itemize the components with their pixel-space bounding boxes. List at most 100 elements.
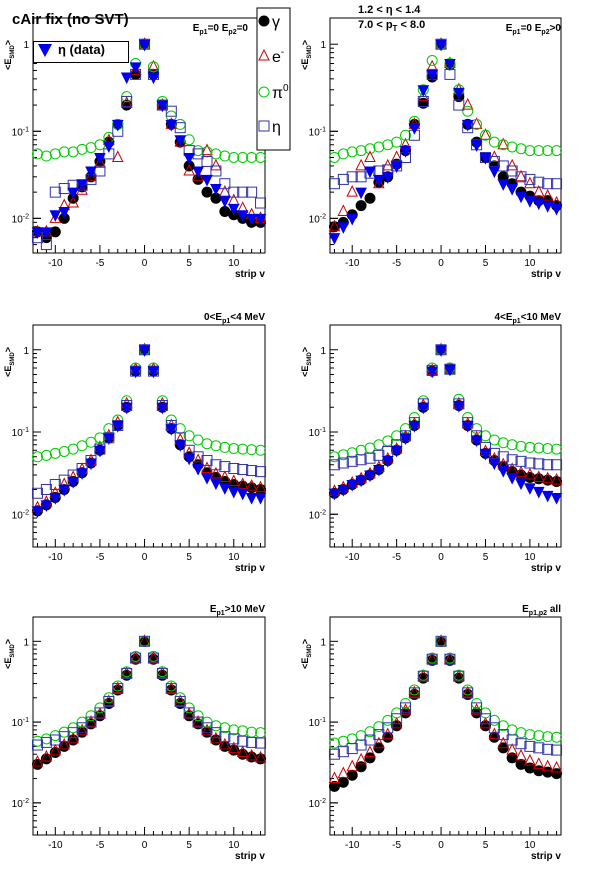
data-point <box>541 759 554 772</box>
data-point <box>390 445 403 458</box>
data-point <box>471 423 483 435</box>
panel-top-left: -10 -5 0 5 10 1 10-1 10-2 strip v <ESMD> Ep1=0 Ep2… <box>3 17 267 280</box>
data-point <box>219 731 231 743</box>
data-point <box>129 366 142 379</box>
data-point <box>147 72 160 85</box>
data-point <box>408 123 421 135</box>
data-point <box>533 145 545 157</box>
data-point <box>524 753 536 766</box>
data-point <box>120 96 133 108</box>
data-point <box>76 179 88 191</box>
data-point <box>390 716 403 729</box>
legend-label: π0 <box>272 83 289 102</box>
data-point <box>328 488 341 501</box>
data-point <box>444 59 456 71</box>
panel-bottom-right: -10 -5 0 5 10 1 10-1 10-2 strip v <ESMD> Ep1,p2 al… <box>300 604 563 862</box>
series-η (data) <box>328 345 563 505</box>
data-point <box>488 166 501 179</box>
data-point <box>201 174 213 187</box>
data-point <box>541 471 554 484</box>
data-point <box>255 737 267 749</box>
data-point <box>49 186 61 198</box>
data-point <box>364 452 376 464</box>
x-tick-label: 10 <box>228 840 240 851</box>
y-axis-label: <ESMD> <box>3 40 16 70</box>
data-point <box>138 39 151 52</box>
x-tick-label: -5 <box>95 840 104 851</box>
data-point <box>346 769 358 781</box>
data-point <box>138 345 151 357</box>
data-point <box>551 731 563 743</box>
data-legend-marker <box>38 44 52 57</box>
data-point <box>254 480 267 493</box>
x-tick-label: 10 <box>228 258 240 269</box>
data-point <box>85 166 97 179</box>
x-tick-label: 5 <box>186 840 192 851</box>
y-tick-label: 1 <box>320 40 326 51</box>
data-point <box>201 186 213 198</box>
data-point <box>246 465 258 477</box>
y-tick-label: 10-1 <box>309 427 326 439</box>
data-point <box>156 402 169 415</box>
data-point <box>506 158 518 171</box>
data-legend-label: η (data) <box>58 42 105 57</box>
data-point <box>210 459 222 471</box>
data-point <box>67 195 79 208</box>
data-point <box>174 122 186 134</box>
data-point <box>103 695 115 707</box>
data-point <box>382 722 394 734</box>
y-tick-label: 1 <box>320 346 326 357</box>
data-point <box>183 453 195 466</box>
pt-range-prefix: 7.0 < p <box>358 19 393 31</box>
x-tick-label: 10 <box>228 552 240 563</box>
data-point <box>147 61 159 73</box>
data-point <box>471 702 483 714</box>
data-point <box>515 738 527 750</box>
data-point <box>58 206 71 219</box>
data-point <box>551 768 563 780</box>
x-tick-label: -5 <box>95 552 104 563</box>
data-point <box>391 713 403 725</box>
data-point <box>542 731 554 743</box>
data-point <box>156 667 168 679</box>
data-point <box>381 456 394 468</box>
data-point <box>479 128 492 140</box>
data-point <box>435 39 447 52</box>
data-point <box>524 483 536 495</box>
data-point <box>417 85 430 97</box>
data-point <box>515 143 527 155</box>
data-point <box>444 68 456 80</box>
data-point <box>58 445 70 457</box>
data-point <box>551 443 563 455</box>
data-point <box>49 447 61 459</box>
data-point <box>227 486 240 499</box>
y-tick-label: 1 <box>320 637 326 648</box>
data-point <box>67 477 79 489</box>
data-point <box>532 486 545 499</box>
pt-range-sub: T <box>392 24 398 34</box>
data-point <box>541 189 554 201</box>
y-axis-label: <ESMD> <box>300 40 313 70</box>
data-point <box>506 734 518 746</box>
data-point <box>245 213 258 226</box>
data-point <box>139 635 151 647</box>
data-point <box>237 151 249 163</box>
data-point <box>49 226 61 238</box>
panel-title: 4<Ep1<10 MeV <box>494 312 561 325</box>
y-tick-label: 10-1 <box>12 126 29 138</box>
data-point <box>228 724 240 736</box>
panel-bottom-left: -10 -5 0 5 10 1 10-1 10-2 strip v <ESMD> Ep1>10 Me… <box>3 604 267 862</box>
x-tick-label: 5 <box>186 258 192 269</box>
data-point <box>31 227 44 239</box>
data-point <box>147 59 160 72</box>
data-point <box>219 178 231 190</box>
data-point <box>533 742 545 754</box>
x-tick-label: 5 <box>186 552 192 563</box>
data-point <box>255 151 267 163</box>
data-point <box>103 141 115 153</box>
y-axis-label: <ESMD> <box>3 639 16 669</box>
data-point <box>515 478 527 491</box>
data-point <box>390 161 403 174</box>
data-point <box>210 440 222 452</box>
data-point <box>183 152 195 165</box>
